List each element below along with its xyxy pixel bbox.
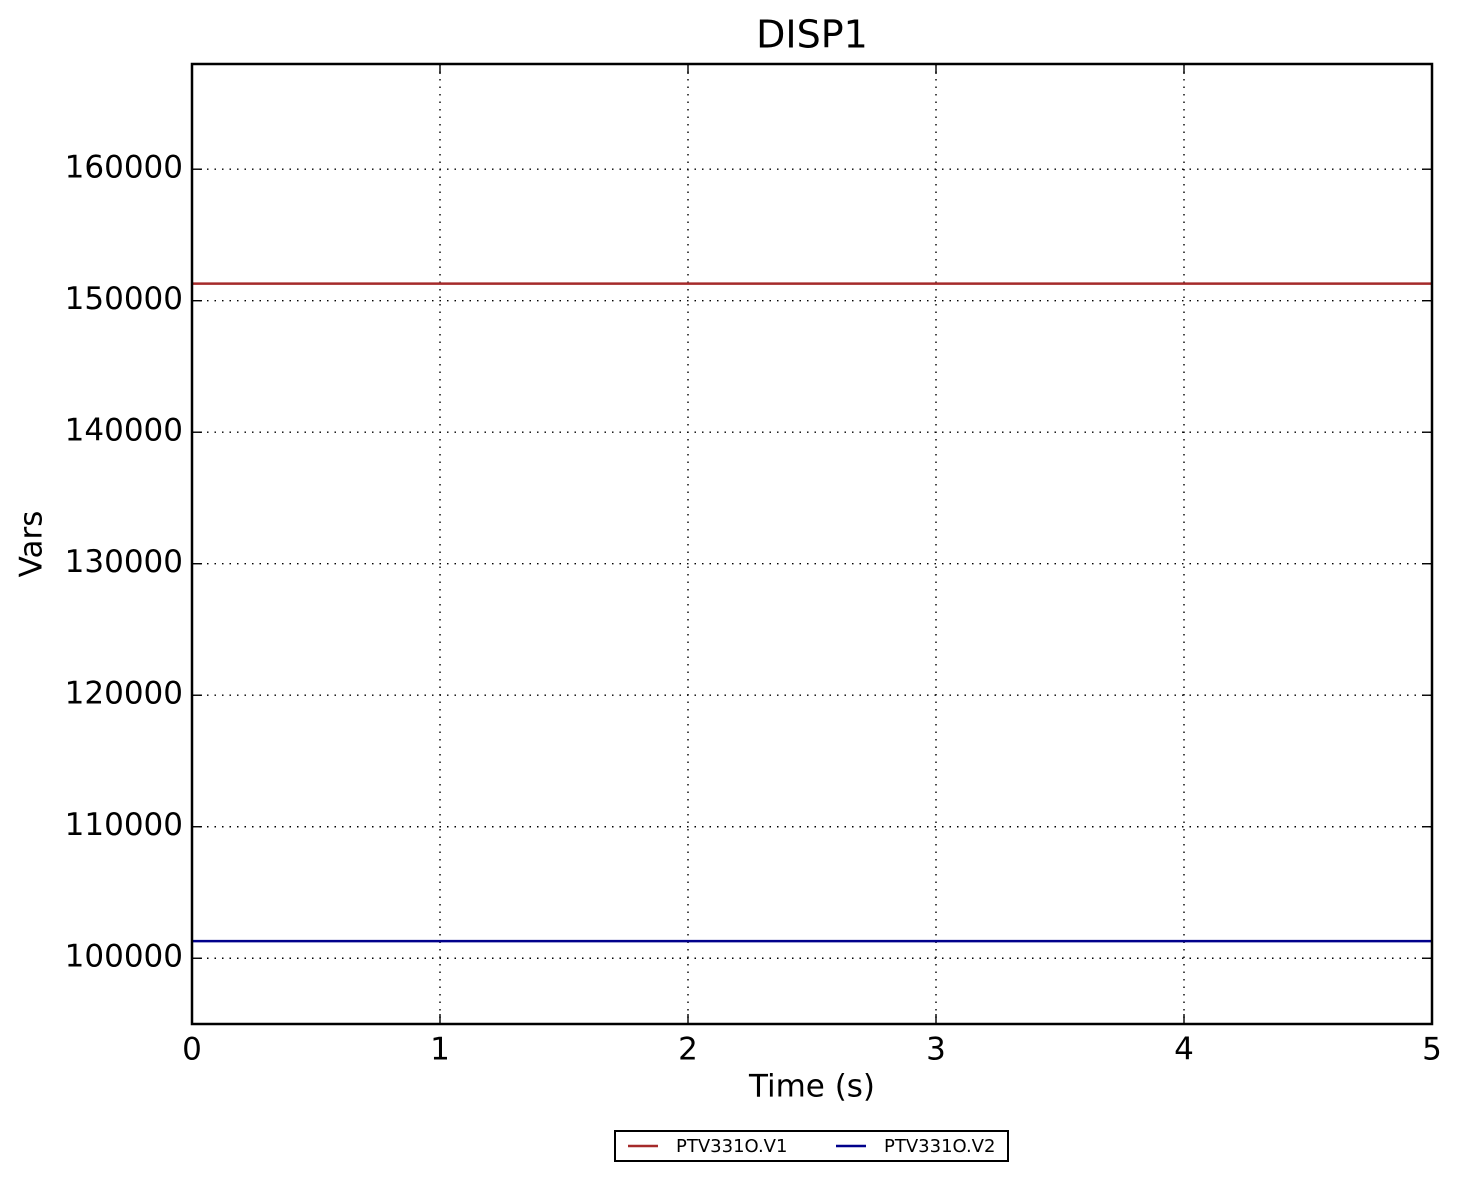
y-tick-label: 130000 (65, 544, 183, 580)
plot-frame (190, 62, 1434, 1026)
y-tick-label: 110000 (65, 807, 183, 843)
legend: PTV331O.V1 PTV331O.V2 (614, 1130, 1009, 1162)
legend-label: PTV331O.V1 (676, 1136, 787, 1157)
x-tick-label: 4 (1174, 1032, 1194, 1068)
legend-label: PTV331O.V2 (884, 1136, 995, 1157)
x-tick-label: 3 (926, 1032, 946, 1068)
y-tick-label: 140000 (65, 413, 183, 449)
y-tick-label: 100000 (65, 939, 183, 975)
y-tick-label: 160000 (65, 150, 183, 186)
x-tick-label: 1 (430, 1032, 450, 1068)
y-axis-label: Vars (14, 511, 50, 578)
x-tick-label: 5 (1422, 1032, 1442, 1068)
y-tick-label: 120000 (65, 676, 183, 712)
chart-title: DISP1 (756, 13, 868, 57)
x-tick-label: 0 (182, 1032, 202, 1068)
x-tick-label: 2 (678, 1032, 698, 1068)
x-axis-label: Time (s) (748, 1069, 875, 1105)
y-tick-label: 150000 (65, 281, 183, 317)
legend-box (614, 1130, 1009, 1162)
